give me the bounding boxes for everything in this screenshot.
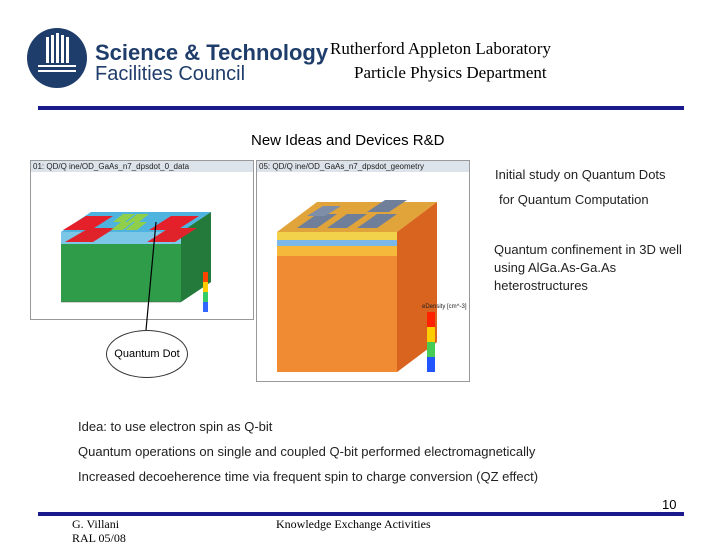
side-text-study: Initial study on Quantum Dots	[495, 167, 666, 182]
side-text-confinement: Quantum confinement in 3D well using AlG…	[494, 242, 682, 293]
bullet-line: Idea: to use electron spin as Q-bit	[78, 419, 273, 434]
figure-left-image	[31, 172, 253, 319]
header-divider	[38, 106, 684, 110]
page-number: 10	[662, 497, 677, 512]
figure-left-caption: 01: QD/Q ine/OD_GaAs_n7_dpsdot_0_data	[31, 161, 253, 172]
lab-name: Rutherford Appleton Laboratory	[330, 39, 551, 58]
slide-title: New Ideas and Devices R&D	[251, 132, 445, 149]
footer-divider	[38, 512, 684, 516]
side-text-computation: for Quantum Computation	[499, 192, 649, 207]
figure-right-3d-geometry: 05: QD/Q ine/OD_GaAs_n7_dpsdot_geometry …	[256, 160, 470, 382]
footer-center-text: Knowledge Exchange Activities	[276, 517, 431, 531]
figure-left-3d-device: 01: QD/Q ine/OD_GaAs_n7_dpsdot_0_data	[30, 160, 254, 320]
bullet-line: Increased decoeherence time via frequent…	[78, 469, 539, 484]
figure-right-caption: 05: QD/Q ine/OD_GaAs_n7_dpsdot_geometry	[257, 161, 469, 172]
right-legend-title: eDensity [cm^-3]	[422, 304, 467, 310]
bullet-line: Quantum operations on single and coupled…	[78, 444, 536, 459]
footer-author: G. Villani	[72, 517, 120, 531]
department-name: Particle Physics Department	[354, 63, 547, 82]
quantum-dot-callout: Quantum Dot	[106, 330, 188, 378]
logo-text-line2: Facilities Council	[95, 63, 246, 85]
footer-affiliation: RAL 05/08	[72, 531, 126, 545]
stfc-logo	[26, 27, 88, 89]
figure-right-image: eDensity [cm^-3]	[257, 172, 469, 381]
stfc-logo-icon	[27, 28, 87, 88]
logo-text-line1: Science & Technology	[95, 40, 329, 65]
